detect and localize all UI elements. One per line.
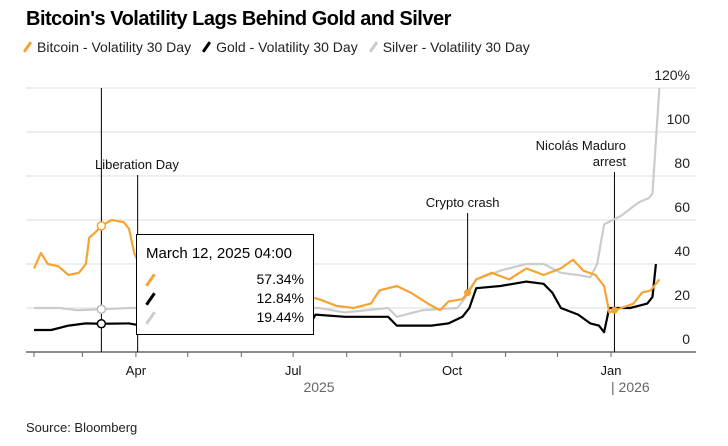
x-tick-label: Apr: [126, 363, 147, 378]
annotation-marker: [610, 306, 618, 314]
series-line-silver: [34, 87, 661, 318]
tooltip-value: 19.44%: [256, 309, 304, 325]
y-tick-label: 40: [674, 243, 690, 259]
hover-marker-silver: [96, 304, 107, 314]
tooltip: March 12, 2025 04:00 57.34% 12.84% 19.44…: [136, 234, 314, 335]
hover-marker-bitcoin: [96, 221, 107, 231]
tooltip-date: March 12, 2025 04:00: [146, 245, 292, 262]
legend-label: Bitcoin - Volatility 30 Day: [37, 39, 192, 55]
legend-label: Gold - Volatility 30 Day: [216, 39, 358, 55]
tooltip-value: 57.34%: [256, 271, 304, 287]
y-tick-label: 20: [674, 287, 690, 303]
annotation-label: Crypto crash: [426, 195, 500, 210]
x-tick-label: Jul: [285, 363, 302, 378]
tooltip-row-bitcoin: 57.34%: [145, 271, 304, 289]
annotation-label: arrest: [593, 154, 627, 169]
legend: Bitcoin - Volatility 30 Day Gold - Volat…: [22, 39, 530, 55]
annotation-label: Liberation Day: [95, 157, 179, 172]
silver-swatch-icon: [145, 311, 156, 325]
y-tick-label: 80: [674, 155, 690, 171]
series-line-bitcoin: [32, 218, 661, 314]
year-label: 2025: [303, 379, 334, 395]
tooltip-row-silver: 19.44%: [145, 309, 304, 327]
annotation-marker: [464, 289, 472, 297]
legend-label: Silver - Volatility 30 Day: [382, 39, 530, 55]
legend-item-gold[interactable]: Gold - Volatility 30 Day: [201, 39, 358, 55]
year-label: | 2026: [611, 379, 650, 395]
series-line-gold: [34, 263, 658, 334]
x-tick-label: Jan: [601, 363, 622, 378]
legend-item-silver[interactable]: Silver - Volatility 30 Day: [368, 39, 530, 55]
y-tick-label: 100: [667, 111, 691, 127]
hover-marker-gold: [96, 319, 107, 329]
tooltip-value: 12.84%: [256, 290, 304, 306]
source-note: Source: Bloomberg: [26, 420, 138, 435]
gold-swatch-icon: [145, 292, 156, 306]
annotation-label: Nicolás Maduro: [536, 138, 626, 153]
chart-title: Bitcoin's Volatility Lags Behind Gold an…: [26, 8, 451, 30]
y-tick-label: 60: [674, 199, 690, 215]
x-tick-label: Oct: [442, 363, 463, 378]
bitcoin-swatch-icon: [145, 273, 156, 287]
y-tick-label: 0: [682, 331, 690, 347]
tooltip-row-gold: 12.84%: [145, 290, 304, 308]
y-tick-label: 120%: [654, 67, 690, 83]
legend-item-bitcoin[interactable]: Bitcoin - Volatility 30 Day: [22, 39, 192, 55]
